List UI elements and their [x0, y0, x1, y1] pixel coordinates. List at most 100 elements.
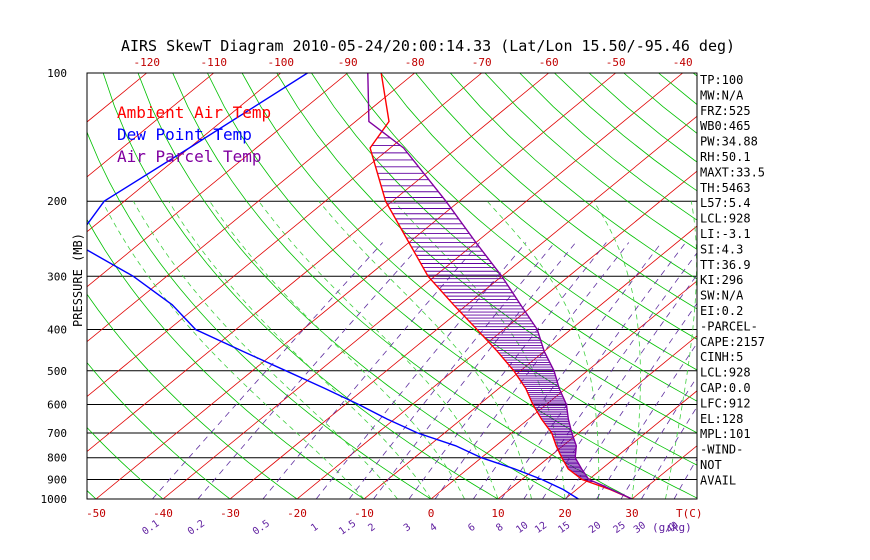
top-tick-label: -90: [338, 56, 358, 69]
isotherm-line: [430, 280, 697, 499]
mixing-ratio-tick-label: 20: [587, 520, 603, 536]
dry-adiabat-line: [87, 130, 432, 499]
dry-adiabat-line: [241, 73, 697, 466]
y-axis-label: PRESSURE (MB): [71, 233, 85, 327]
mixing-ratio-tick-label: 0.2: [186, 518, 207, 537]
mixing-ratio-line: [620, 376, 697, 499]
mixing-ratio-tick-label: 25: [612, 520, 628, 536]
dry-adiabat-line: [87, 293, 298, 499]
mixing-ratio-tick-label: 10: [514, 520, 530, 536]
legend-entry: Ambient Air Temp: [117, 103, 271, 122]
dry-adiabat-line: [380, 73, 697, 340]
index-entry: MPL:101: [700, 427, 751, 441]
dry-adiabat-line: [345, 73, 697, 371]
y-tick-label: 400: [47, 323, 67, 336]
mixing-ratio-line: [152, 242, 383, 499]
index-entry: CINH:5: [700, 350, 743, 364]
series-line: [369, 73, 633, 499]
bottom-tick-label: -20: [287, 507, 307, 520]
index-entry: LFC:912: [700, 396, 751, 410]
index-entry: FRZ:525: [700, 104, 751, 118]
legend: Ambient Air Temp Dew Point Temp Air Parcel…: [117, 103, 271, 166]
mixing-ratio-tick-label: 4: [428, 522, 439, 534]
dry-adiabat-line: [658, 73, 697, 106]
moist-adiabat-line: [133, 201, 398, 499]
plot-frame: [86, 72, 698, 500]
index-entry: -WIND-: [700, 443, 743, 457]
isotherm-line: [87, 73, 214, 178]
grid-layer: [87, 73, 870, 499]
isotherm-line: [497, 335, 697, 499]
series-line: [367, 73, 633, 499]
mixing-ratio-tick-label: 1: [309, 522, 320, 534]
top-tick-label: -100: [267, 56, 294, 69]
moist-adiabat-line: [101, 201, 365, 499]
isotherm-line: [87, 73, 549, 452]
isotherm-line: [766, 73, 870, 499]
bottom-tick-label: 10: [491, 507, 504, 520]
index-entry: EL:128: [700, 412, 743, 426]
series-layer: [87, 73, 633, 499]
index-entry: MW:N/A: [700, 88, 744, 102]
bottom-tick-label: -10: [354, 507, 374, 520]
index-entry: SI:4.3: [700, 242, 743, 256]
mixing-ratio-tick-label: 6: [466, 522, 477, 534]
index-entry: TP:100: [700, 73, 743, 87]
index-entry: RH:50.1: [700, 150, 751, 164]
mixing-ratio-line: [596, 342, 697, 499]
index-entry: KI:296: [700, 273, 743, 287]
bottom-tick-label: 0: [428, 507, 435, 520]
mixing-ratio-tick-label: 8: [494, 522, 505, 534]
y-tick-label: 500: [47, 365, 67, 378]
dry-adiabat-line: [207, 73, 697, 499]
bottom-tick-label: -50: [86, 507, 106, 520]
chart-title: AIRS SkewT Diagram 2010-05-24/20:00:14.3…: [121, 37, 735, 55]
moist-adiabat-line: [593, 200, 641, 499]
moist-adiabat-line: [168, 200, 432, 499]
bottom-tick-label: 30: [625, 507, 638, 520]
top-tick-label: -50: [606, 56, 626, 69]
legend-entry: Dew Point Temp: [117, 125, 252, 144]
bottom-tick-label: -30: [220, 507, 240, 520]
y-tick-label: 900: [47, 474, 67, 487]
dry-adiabat-line: [763, 73, 870, 499]
y-tick-label: 600: [47, 398, 67, 411]
top-tick-label: -110: [200, 56, 227, 69]
index-entry: TH:5463: [700, 181, 751, 195]
x-axis-label: T(C): [676, 507, 703, 520]
y-tick-label: 800: [47, 452, 67, 465]
mixing-ratio-unit-label: (g/kg): [652, 521, 692, 534]
mixing-ratio-line: [523, 252, 697, 499]
mixing-ratio-line: [641, 406, 697, 499]
mixing-ratio-line: [472, 242, 662, 499]
index-entry: L57:5.4: [700, 196, 751, 210]
mixing-ratio-line: [501, 242, 686, 499]
index-entry: MAXT:33.5: [700, 165, 765, 179]
index-entry: LI:-3.1: [700, 227, 751, 241]
dry-adiabat-line: [87, 361, 231, 499]
mixing-ratio-line: [673, 457, 697, 499]
index-entry: CAP:0.0: [700, 381, 751, 395]
mixing-ratio-tick-label: 1.5: [337, 518, 358, 537]
mixing-ratio-line: [565, 302, 697, 499]
dry-adiabat-line: [832, 73, 870, 499]
cape-hatch-layer: [371, 137, 594, 483]
mixing-ratio-tick-label: 0.1: [140, 518, 161, 537]
mixing-ratio-line: [348, 242, 556, 499]
top-tick-label: -120: [133, 56, 160, 69]
y-tick-label: 300: [47, 270, 67, 283]
bottom-tick-label: 20: [558, 507, 571, 520]
mixing-ratio-line: [197, 242, 423, 499]
moist-adiabat-line: [258, 200, 499, 499]
y-tick-label: 200: [47, 195, 67, 208]
dry-adiabat-line: [87, 426, 164, 499]
isotherm-line: [95, 73, 616, 499]
mixing-ratio-tick-label: 0.5: [251, 518, 272, 537]
isotherm-line: [87, 73, 348, 288]
isotherm-line: [87, 73, 281, 233]
index-entry: -PARCEL-: [700, 319, 758, 333]
dry-adiabat-line: [450, 73, 697, 280]
top-tick-label: -40: [673, 56, 693, 69]
